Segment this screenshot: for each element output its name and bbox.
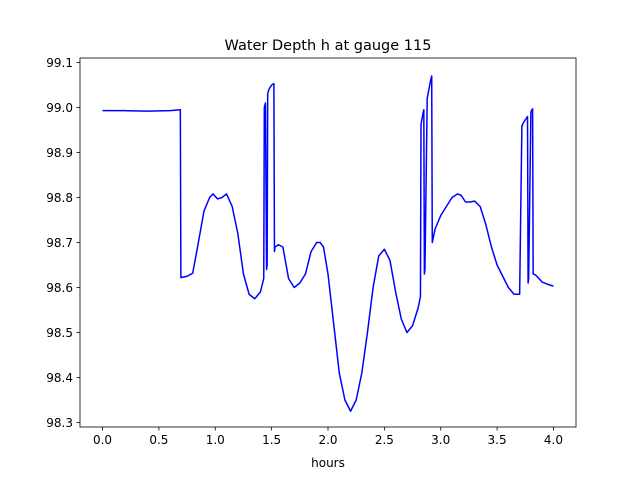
x-axis-label: hours [311,456,345,470]
y-tick-label: 98.8 [46,191,73,205]
chart-title: Water Depth h at gauge 115 [225,38,432,54]
y-tick-label: 98.3 [46,416,73,430]
x-tick-label: 4.0 [544,433,563,447]
x-tick-label: 3.0 [431,433,450,447]
x-tick-label: 2.5 [375,433,394,447]
series-line-0 [102,75,554,412]
x-tick-label: 1.5 [262,433,281,447]
y-tick-label: 98.6 [46,281,73,295]
y-tick-label: 98.5 [46,326,73,340]
y-tick-label: 99.1 [46,56,73,70]
y-tick-label: 98.9 [46,146,73,160]
x-tick-label: 0.5 [149,433,168,447]
x-tick-label: 1.0 [206,433,225,447]
y-tick-label: 98.4 [46,371,73,385]
y-tick-label: 98.7 [46,236,73,250]
y-tick-label: 99.0 [46,101,73,115]
x-tick-label: 2.0 [318,433,337,447]
plot-area: 0.0 0.5 1.0 1.5 2.0 2.5 3.0 3.5 4.0 98.3 98.4 98.5 9… [46,56,577,447]
x-tick-label: 0.0 [93,433,112,447]
x-tick-label: 3.5 [488,433,507,447]
